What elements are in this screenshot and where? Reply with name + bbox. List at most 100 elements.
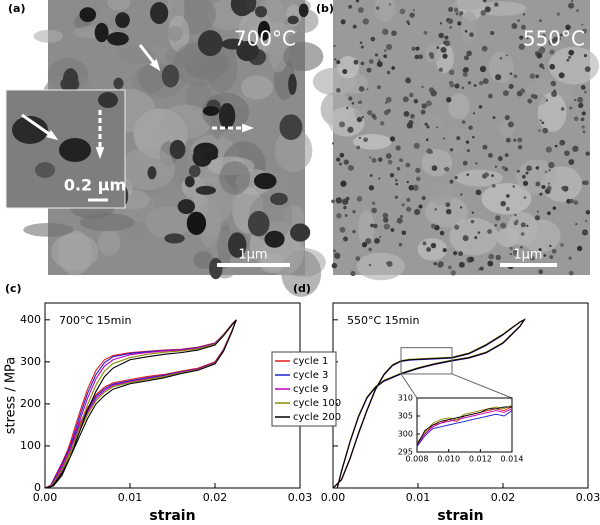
grain (358, 210, 375, 248)
particle (548, 161, 555, 169)
particle (479, 65, 487, 73)
particle (466, 148, 470, 153)
particle (409, 12, 415, 18)
x-axis-label: strain (149, 508, 195, 524)
particle (377, 58, 381, 62)
particle (115, 12, 130, 29)
particle (494, 165, 498, 168)
grain (449, 217, 499, 256)
plot-frame (44, 302, 301, 489)
particle (430, 242, 437, 249)
particle (526, 224, 529, 228)
particle (334, 252, 341, 259)
particle (421, 85, 424, 88)
particle (367, 110, 373, 116)
particle (201, 151, 218, 161)
particle (334, 58, 337, 61)
particle (424, 122, 428, 126)
grain (454, 169, 504, 187)
particle (443, 137, 446, 140)
particle (399, 8, 406, 15)
particle (544, 170, 548, 174)
particle (398, 243, 403, 247)
particle (352, 229, 356, 234)
particle (582, 28, 587, 34)
particle (547, 211, 551, 216)
particle (520, 24, 526, 30)
particle (475, 162, 478, 165)
particle (453, 251, 458, 256)
particle (386, 261, 393, 267)
particle (348, 96, 353, 101)
particle (412, 184, 419, 191)
grain (476, 1, 527, 16)
particle (352, 24, 357, 29)
x-tick-label: 0.00 (321, 491, 346, 504)
particle (339, 152, 345, 158)
particle (535, 181, 541, 187)
particle (474, 236, 478, 240)
particle (494, 2, 499, 7)
particle (350, 271, 356, 277)
particle (509, 253, 512, 256)
particle (434, 208, 437, 211)
particle (501, 165, 506, 170)
particle (520, 232, 525, 236)
particle (520, 88, 526, 94)
particle (421, 196, 426, 201)
particle (480, 10, 487, 16)
particle (543, 254, 547, 257)
particle (410, 113, 415, 119)
y-tick-label: 295 (398, 448, 413, 457)
particle (575, 222, 578, 226)
particle (461, 120, 466, 124)
particle (585, 232, 589, 235)
particle (513, 138, 517, 142)
particle (368, 263, 372, 267)
particle (394, 179, 398, 182)
particle (254, 5, 268, 18)
particle (411, 46, 416, 51)
particle (536, 210, 539, 213)
particle (353, 59, 359, 65)
particle (447, 18, 454, 24)
particle (560, 243, 564, 247)
particle (581, 125, 585, 129)
particle (449, 148, 454, 152)
grain (146, 206, 191, 239)
particle (568, 49, 575, 56)
particle (433, 261, 437, 266)
grain (274, 129, 313, 173)
particle (345, 196, 350, 201)
particle (184, 176, 195, 188)
particle (439, 22, 442, 25)
particle (406, 122, 413, 129)
particle (346, 106, 349, 110)
particle (463, 66, 469, 73)
x-tick-label: 0.01 (118, 491, 143, 504)
particle (466, 50, 472, 57)
particle (147, 166, 157, 180)
particle (577, 96, 584, 103)
particle (580, 85, 586, 90)
micrograph-labels: (a) 700°C 1µm 0.2 µm (b) 550°C 1µm (8, 2, 585, 267)
y-tick-label: 400 (20, 313, 41, 326)
particle (94, 22, 109, 43)
particle (350, 166, 354, 170)
particle (530, 93, 536, 99)
particle (378, 177, 381, 180)
particle (365, 238, 372, 245)
particle (386, 108, 391, 113)
particle (491, 183, 496, 188)
particle (405, 77, 411, 84)
particle (580, 117, 585, 122)
grain (353, 134, 392, 150)
particle (376, 85, 382, 90)
particle (525, 171, 529, 175)
particle (421, 103, 427, 109)
zoom-connector (451, 373, 513, 399)
particle (449, 82, 455, 88)
particle (449, 26, 452, 29)
x-tick-label: 0.00 (33, 491, 58, 504)
grain (481, 183, 532, 215)
